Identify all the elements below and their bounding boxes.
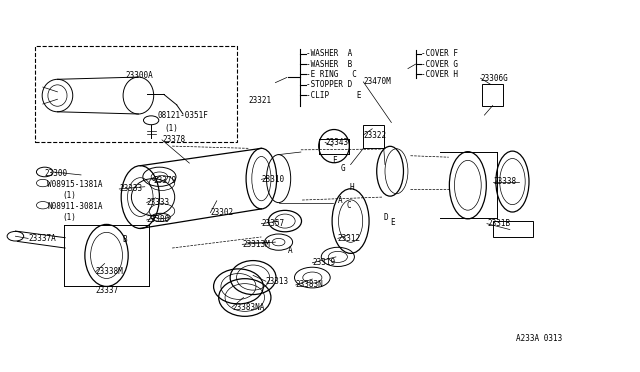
Text: 23333: 23333	[119, 185, 142, 193]
Text: 23310: 23310	[261, 175, 285, 184]
Text: D: D	[384, 213, 388, 222]
Text: 23338: 23338	[493, 177, 516, 186]
Text: 23321: 23321	[248, 96, 272, 105]
Text: 23312: 23312	[338, 234, 361, 243]
Text: -CLIP      E: -CLIP E	[306, 91, 362, 100]
Text: 23319: 23319	[312, 258, 335, 267]
Text: A: A	[288, 246, 292, 255]
Bar	[35, 46, 237, 142]
Text: -COVER H: -COVER H	[420, 70, 458, 79]
Text: 23380: 23380	[147, 215, 170, 224]
Text: N08911-3081A: N08911-3081A	[47, 202, 103, 211]
Text: C: C	[347, 201, 351, 210]
Text: A: A	[338, 196, 342, 205]
Text: (1): (1)	[62, 213, 76, 222]
Text: 23300A: 23300A	[125, 71, 154, 80]
Text: G: G	[340, 164, 345, 173]
Text: 23343: 23343	[325, 138, 348, 147]
Text: 23313: 23313	[266, 277, 289, 286]
Text: 23383N: 23383N	[296, 280, 324, 289]
Text: 23337: 23337	[96, 286, 119, 295]
Text: 23302: 23302	[211, 208, 234, 217]
Text: -WASHER  B: -WASHER B	[306, 60, 352, 69]
Text: A233A 0313: A233A 0313	[516, 334, 563, 343]
Text: W08915-1381A: W08915-1381A	[47, 180, 103, 189]
Text: H: H	[349, 183, 354, 192]
Text: B: B	[122, 235, 127, 244]
Text: -E RING   C: -E RING C	[306, 70, 357, 79]
Text: 23333: 23333	[147, 198, 170, 207]
Bar	[483, 84, 503, 106]
Text: 23383NA: 23383NA	[232, 302, 264, 312]
Text: -STOPPER D: -STOPPER D	[306, 80, 352, 89]
Bar	[364, 125, 384, 148]
Text: 23300: 23300	[45, 169, 68, 177]
Text: 23322: 23322	[364, 131, 387, 140]
Text: E: E	[390, 218, 395, 227]
Text: 23470M: 23470M	[364, 77, 391, 86]
Text: -WASHER  A: -WASHER A	[306, 49, 352, 58]
Text: 2331B: 2331B	[487, 219, 510, 228]
Text: F: F	[332, 156, 337, 166]
Text: 23357: 23357	[261, 219, 285, 228]
Text: (1): (1)	[62, 191, 76, 200]
Text: -COVER F: -COVER F	[420, 49, 458, 58]
Text: (1): (1)	[164, 124, 178, 133]
Text: 23306G: 23306G	[481, 74, 508, 83]
Bar	[493, 221, 533, 237]
Text: -COVER G: -COVER G	[420, 60, 458, 69]
Text: 08121-0351F: 08121-0351F	[157, 111, 209, 121]
Text: 23378: 23378	[162, 135, 185, 144]
Text: 23337A: 23337A	[28, 234, 56, 243]
Text: 23338M: 23338M	[96, 267, 124, 276]
Text: 23379: 23379	[153, 176, 176, 185]
Text: 23313M: 23313M	[243, 240, 270, 249]
